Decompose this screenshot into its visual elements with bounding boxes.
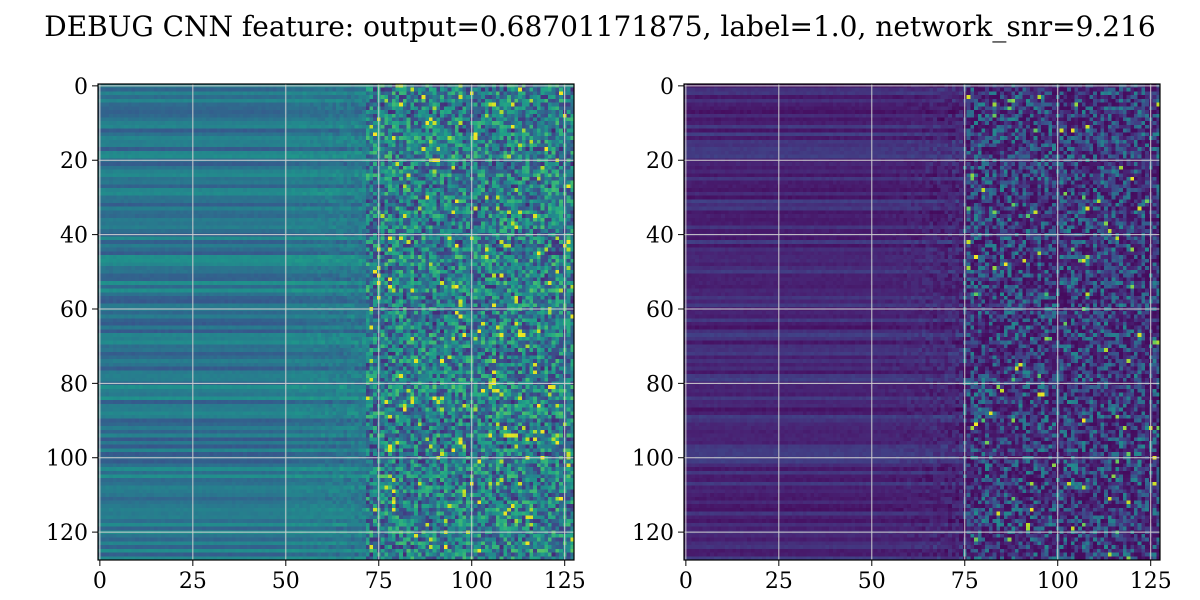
grid-left [98,84,574,560]
heatmap-image-left [98,84,574,560]
y-tick-label-right: 20 [646,149,674,174]
y-tick-label-left: 100 [46,447,88,472]
y-tick-label-right: 120 [632,521,674,546]
grid-right [684,84,1160,560]
y-tick-label-right: 60 [646,298,674,323]
axes-frame-left [97,83,575,561]
y-tick-label-right: 0 [660,75,674,100]
y-tick-label-right: 40 [646,224,674,249]
x-tick-label-right: 100 [1037,569,1079,594]
x-tick-label-right: 125 [1130,569,1172,594]
x-tick-label-left: 50 [272,569,300,594]
x-tick-label-left: 25 [179,569,207,594]
heatmap-panel-left: 0 25 50 75 100 125 0 20 40 60 80 100 120 [46,75,586,594]
x-axis-left: 0 25 50 75 100 125 [93,560,586,594]
y-tick-label-left: 60 [60,298,88,323]
y-tick-label-right: 100 [632,447,674,472]
x-tick-label-right: 25 [765,569,793,594]
x-axis-right: 0 25 50 75 100 125 [679,560,1172,594]
heatmap-image-right [684,84,1160,560]
x-tick-label-left: 0 [93,569,107,594]
y-tick-label-left: 40 [60,224,88,249]
y-tick-label-right: 80 [646,372,674,397]
x-tick-label-left: 100 [451,569,493,594]
y-axis-left: 0 20 40 60 80 100 120 [46,75,98,546]
x-tick-label-right: 0 [679,569,693,594]
y-tick-label-left: 20 [60,149,88,174]
y-tick-label-left: 120 [46,521,88,546]
y-tick-label-left: 0 [74,75,88,100]
axes-frame-right [683,83,1161,561]
x-tick-label-left: 75 [365,569,393,594]
figure-title: DEBUG CNN feature: output=0.68701171875,… [44,10,1155,43]
heatmap-panel-right: 0 25 50 75 100 125 0 20 40 60 80 100 120 [632,75,1172,594]
y-axis-right: 0 20 40 60 80 100 120 [632,75,684,546]
y-tick-label-left: 80 [60,372,88,397]
x-tick-label-right: 75 [951,569,979,594]
x-tick-label-right: 50 [858,569,886,594]
x-tick-label-left: 125 [544,569,586,594]
